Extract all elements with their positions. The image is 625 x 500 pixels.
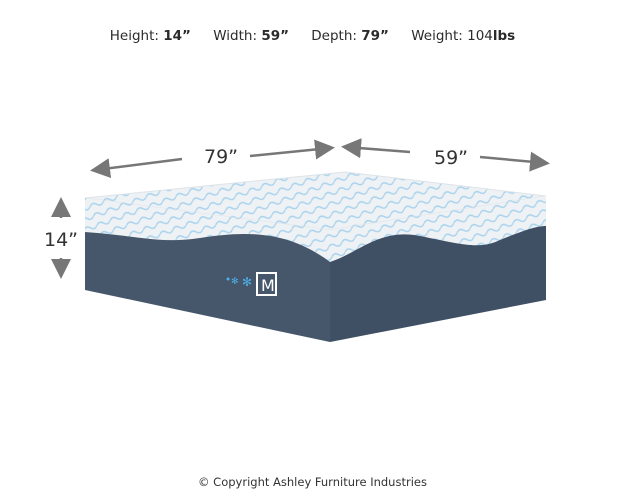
spec-weight: Weight: 104lbs — [411, 28, 515, 44]
mattress-base-side — [330, 226, 546, 342]
specifications-bar: Height: 14” Width: 59” Depth: 79” Weight… — [0, 28, 625, 44]
brand-logo-letter: M — [261, 276, 275, 295]
spec-value: 104 — [467, 28, 493, 44]
svg-text:✻: ✻ — [231, 277, 239, 287]
spec-height: Height: 14” — [110, 28, 191, 44]
spec-label: Height: — [109, 28, 159, 44]
mattress-base-front — [85, 232, 330, 342]
spec-unit: lbs — [492, 28, 516, 44]
width-label: 59” — [434, 147, 468, 169]
depth-label: 79” — [204, 146, 238, 168]
height-label: 14” — [44, 229, 78, 251]
brand-logo — [256, 272, 277, 296]
spec-value: 14” — [163, 28, 191, 44]
spec-depth: Depth: 79” — [311, 28, 389, 44]
width-arrow-left — [341, 138, 411, 159]
snowflake-icon: ✻ ✻ — [226, 275, 252, 289]
spec-value: 79” — [361, 28, 389, 44]
copyright-notice: © Copyright Ashley Furniture Industries — [198, 475, 427, 489]
spec-label: Depth: — [311, 28, 357, 44]
spec-label: Weight: — [411, 28, 463, 44]
svg-text:✻: ✻ — [242, 275, 252, 289]
depth-arrow-right — [249, 139, 335, 160]
spec-width: Width: 59” — [213, 28, 289, 44]
spec-value: 59” — [261, 28, 289, 44]
spec-label: Width: — [213, 28, 258, 44]
width-arrow-right — [479, 151, 550, 172]
depth-arrow-left — [90, 157, 183, 179]
